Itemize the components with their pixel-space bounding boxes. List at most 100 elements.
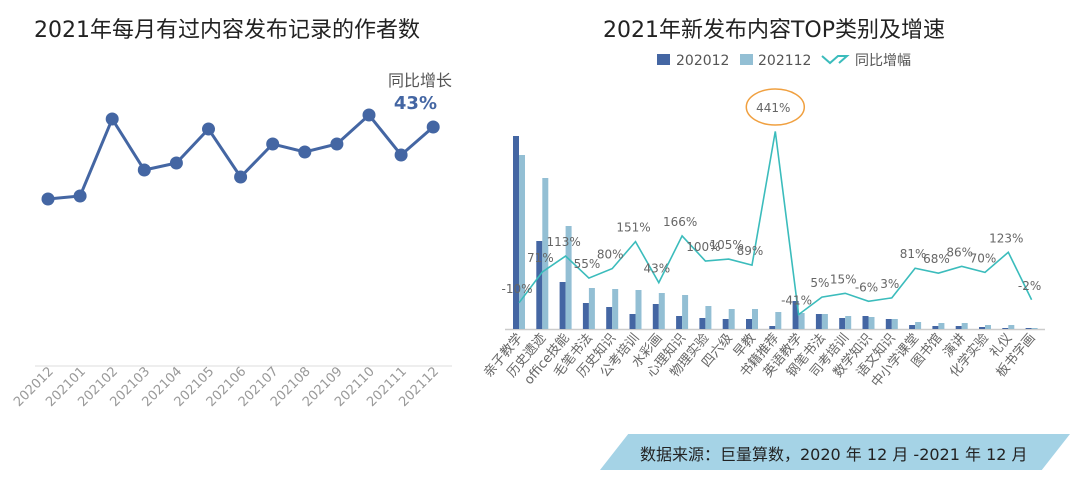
- bar-202112: [612, 289, 619, 329]
- bar-202012: [746, 319, 752, 329]
- bar-202012: [652, 304, 659, 329]
- growth-data-label: -10%: [501, 282, 532, 296]
- left-data-point: [105, 112, 119, 126]
- growth-data-label: 100%: [686, 240, 720, 254]
- bar-202012: [513, 136, 519, 329]
- bar-202112: [542, 178, 549, 329]
- growth-data-label: 441%: [756, 101, 790, 115]
- bar-202112: [728, 309, 735, 329]
- left-data-point: [394, 148, 408, 162]
- bar-202112: [821, 314, 828, 329]
- bar-202012: [629, 314, 636, 329]
- growth-data-label: 80%: [597, 248, 624, 262]
- bar-202012: [932, 326, 939, 329]
- growth-data-label: -41%: [781, 294, 812, 308]
- bar-202012: [559, 282, 566, 329]
- bar-202112: [961, 323, 968, 329]
- bar-202012: [582, 303, 589, 329]
- growth-data-label: 15%: [830, 272, 857, 286]
- bar-202112: [565, 226, 572, 329]
- growth-data-label: 105%: [710, 238, 744, 252]
- bar-202112: [752, 309, 758, 329]
- bar-202112: [1008, 325, 1015, 329]
- legend-label: 202112: [758, 53, 811, 69]
- bar-202012: [979, 327, 985, 329]
- legend-line-icon: [821, 55, 850, 65]
- left-data-point: [234, 170, 248, 184]
- left-data-point: [169, 156, 183, 170]
- left-data-point: [362, 108, 376, 122]
- bar-202012: [606, 307, 613, 329]
- growth-data-label: 3%: [880, 277, 899, 291]
- bar-202012: [722, 319, 729, 329]
- bar-202112: [705, 306, 712, 329]
- growth-data-label: 81%: [900, 247, 927, 261]
- bar-202012: [769, 326, 776, 329]
- bar-202012: [699, 318, 706, 329]
- bar-202112: [1031, 328, 1038, 329]
- growth-data-label: 70%: [970, 251, 997, 265]
- bar-202012: [862, 316, 869, 329]
- bar-202112: [985, 325, 991, 329]
- left-data-point: [426, 120, 440, 134]
- left-data-point: [266, 137, 280, 151]
- growth-line: [518, 131, 1033, 317]
- left-data-point: [298, 145, 312, 159]
- highlight-ellipse: [745, 88, 806, 126]
- source-note: 数据来源：巨量算数，2020 年 12 月 -2021 年 12 月: [640, 445, 1028, 464]
- left-data-point: [330, 137, 344, 151]
- growth-data-label: 123%: [989, 231, 1023, 245]
- growth-data-label: 5%: [810, 276, 829, 290]
- bar-202012: [815, 314, 822, 329]
- bar-202112: [658, 293, 665, 329]
- bar-202112: [519, 155, 525, 329]
- left-series-line: [47, 112, 435, 201]
- left-chart-title: 2021年每月有过内容发布记录的作者数: [34, 18, 420, 43]
- growth-data-label: 71%: [527, 251, 554, 265]
- annotation-value: 43%: [394, 93, 437, 114]
- legend-swatch-202112: [740, 54, 753, 65]
- bar-202012: [1025, 328, 1032, 329]
- growth-data-label: -2%: [1018, 279, 1041, 293]
- bar-202112: [635, 290, 642, 329]
- right-chart-title: 2021年新发布内容TOP类别及增速: [603, 18, 946, 43]
- bar-202112: [682, 295, 689, 329]
- bar-202012: [955, 326, 962, 329]
- legend-label: 同比增幅: [855, 53, 911, 69]
- bar-202112: [775, 312, 782, 329]
- left-data-point: [137, 163, 151, 177]
- growth-data-label: 113%: [546, 235, 580, 249]
- left-data-point: [202, 122, 215, 136]
- growth-data-label: -6%: [855, 280, 878, 294]
- growth-data-label: 55%: [574, 257, 601, 271]
- growth-data-label: 89%: [737, 244, 764, 258]
- growth-data-label: 166%: [663, 215, 697, 229]
- bar-202112: [588, 288, 595, 329]
- bar-202112: [845, 316, 852, 329]
- growth-data-label: 151%: [616, 221, 650, 235]
- bar-202112: [915, 322, 922, 329]
- bar-202012: [536, 241, 543, 329]
- bar-202012: [909, 325, 916, 329]
- left-data-point: [41, 192, 55, 206]
- bar-202012: [839, 318, 846, 329]
- annotation-label: 同比增长: [388, 71, 452, 90]
- bar-202012: [1002, 328, 1009, 329]
- growth-data-label: 86%: [946, 245, 973, 259]
- left-data-point: [73, 189, 87, 203]
- growth-data-label: 68%: [923, 252, 950, 266]
- bar-202112: [938, 323, 945, 329]
- legend-label: 202012: [676, 53, 729, 69]
- legend-swatch-202012: [657, 54, 670, 65]
- source-note-banner: 数据来源：巨量算数，2020 年 12 月 -2021 年 12 月: [600, 434, 1070, 470]
- bar-202112: [891, 319, 898, 329]
- bar-202112: [798, 313, 805, 329]
- bar-202112: [868, 317, 875, 329]
- bar-202012: [885, 319, 892, 329]
- growth-data-label: 43%: [643, 262, 670, 276]
- bar-202012: [676, 316, 683, 329]
- source-banner-bg: [600, 434, 1070, 470]
- bar-202012: [792, 301, 799, 329]
